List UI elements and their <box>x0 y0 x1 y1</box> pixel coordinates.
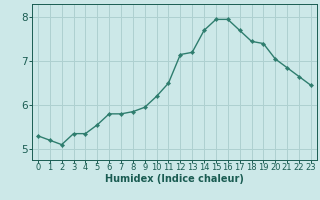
X-axis label: Humidex (Indice chaleur): Humidex (Indice chaleur) <box>105 174 244 184</box>
